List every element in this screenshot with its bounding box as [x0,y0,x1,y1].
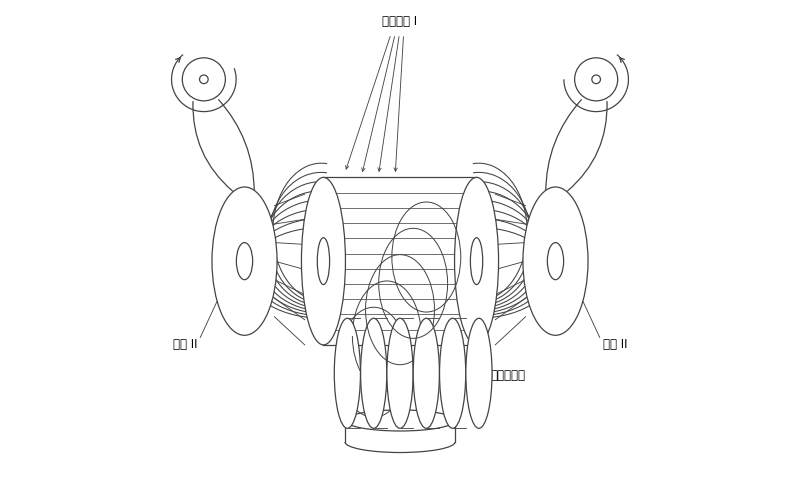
Ellipse shape [334,318,361,428]
Ellipse shape [318,238,330,285]
Ellipse shape [547,242,564,280]
Ellipse shape [212,187,277,335]
Ellipse shape [345,410,455,431]
Ellipse shape [199,75,208,84]
Ellipse shape [414,318,439,428]
Ellipse shape [361,318,386,428]
Ellipse shape [439,318,466,428]
Text: 金属基带 I: 金属基带 I [382,15,418,28]
Ellipse shape [236,242,253,280]
Ellipse shape [454,178,498,345]
Ellipse shape [470,238,482,285]
Ellipse shape [302,178,346,345]
Ellipse shape [592,75,601,84]
Ellipse shape [182,58,226,101]
Text: 带辐 II: 带辐 II [602,338,627,351]
Text: 带辐 II: 带辐 II [173,338,198,351]
Ellipse shape [574,58,618,101]
Ellipse shape [387,318,413,428]
Ellipse shape [466,318,492,428]
Text: 激光蕲发束: 激光蕲发束 [491,369,526,382]
Ellipse shape [523,187,588,335]
